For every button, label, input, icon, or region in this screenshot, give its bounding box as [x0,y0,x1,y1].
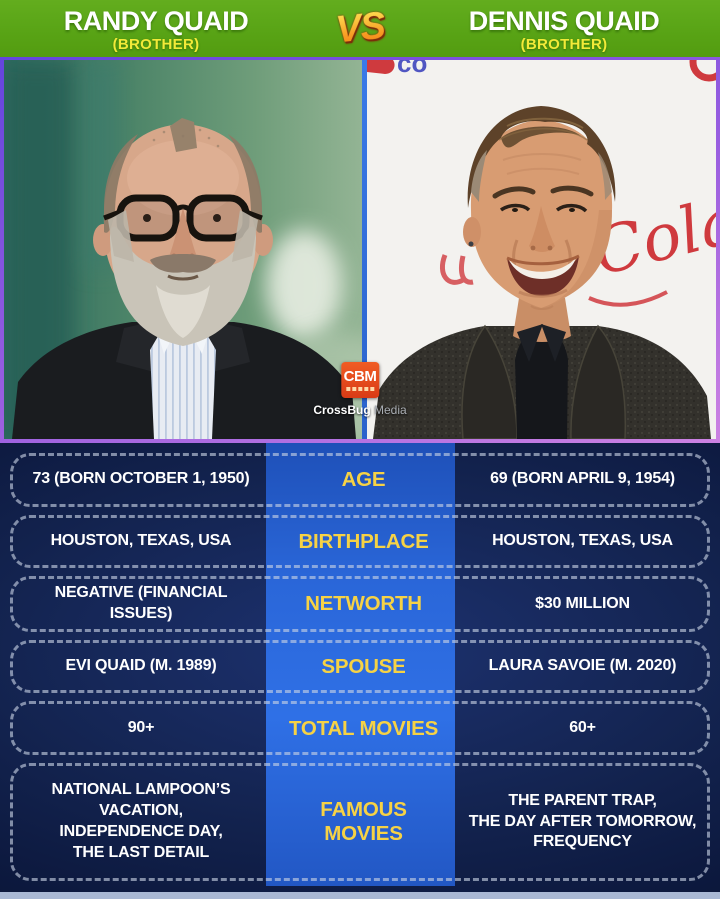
total-movies-label: TOTAL MOVIES [288,716,439,740]
right-movie-2: THE DAY AFTER TOMORROW, [468,812,697,830]
right-movie-3: FREQUENCY [533,833,632,851]
comparison-table: 73 (BORN OCTOBER 1, 1950) AGE 69 (BORN A… [0,443,720,899]
backdrop-red-mark [367,60,395,74]
table-row-age: 73 (BORN OCTOBER 1, 1950) AGE 69 (BORN A… [10,453,710,507]
birthplace-right-value: HOUSTON, TEXAS, USA [492,532,673,550]
age-label: AGE [341,468,386,492]
photo-divider [362,60,367,439]
cbm-logo-text: CBM [343,368,377,385]
dennis-quaid-photo: co Cola [367,60,716,439]
photo-section: co Cola [0,57,720,443]
age-right-value: 69 (BORN APRIL 9, 1954) [490,470,675,488]
age-left-value: 73 (BORN OCTOBER 1, 1950) [32,470,250,488]
birthplace-label: BIRTHPLACE [298,529,429,553]
bottom-edge-strip [0,892,720,899]
spouse-right-value: LAURA SAVOIE (M. 2020) [488,657,677,675]
table-row-famous-movies: NATIONAL LAMPOON’S VACATION, INDEPENDENC… [10,763,710,882]
left-movie-3: THE LAST DETAIL [72,843,210,861]
crossbug-media-watermark: CBM CrossBug Media [313,362,407,417]
left-movie-2: INDEPENDENCE DAY, [59,823,223,841]
famous-movies-left-value: NATIONAL LAMPOON’S VACATION, INDEPENDENC… [13,776,269,867]
table-row-spouse: EVI QUAID (M. 1989) SPOUSE LAURA SAVOIE … [10,639,710,694]
birthplace-left-value: HOUSTON, TEXAS, USA [50,532,232,550]
table-row-birthplace: HOUSTON, TEXAS, USA BIRTHPLACE HOUSTON, … [10,514,710,569]
networth-right-value: $30 MILLION [535,594,630,612]
spouse-label: SPOUSE [321,654,406,678]
total-movies-right-value: 60+ [569,718,596,736]
vs-wrap: VS [312,4,408,52]
dennis-quaid-portrait-illustration: co Cola [367,60,716,439]
crossbug-media-label: CrossBug Media [313,403,407,417]
cbm-logo-dots [346,387,374,391]
right-relation-label: (BROTHER) [520,36,608,53]
spouse-left-value: EVI QUAID (M. 1989) [65,657,217,675]
table-row-networth: NEGATIVE (FINANCIAL ISSUES) NETWORTH $30… [10,576,710,632]
left-celeb-name: RANDY QUAID [63,6,249,36]
backdrop-blue-text: co [397,60,427,78]
networth-left-value: NEGATIVE (FINANCIAL ISSUES) [54,584,228,623]
header-bar: RANDY QUAID (BROTHER) VS DENNIS QUAID (B… [0,0,720,57]
randy-quaid-photo [4,60,362,439]
cbm-logo: CBM [341,362,379,398]
randy-quaid-portrait-illustration [4,60,362,439]
famous-movies-label: FAMOUS MOVIES [320,798,407,846]
right-name-block: DENNIS QUAID (BROTHER) [408,5,720,53]
networth-label: NETWORTH [305,592,422,616]
famous-movies-right-value: THE PARENT TRAP, THE DAY AFTER TOMORROW,… [458,787,707,857]
left-name-block: RANDY QUAID (BROTHER) [0,5,312,53]
vs-badge: VS [333,4,387,52]
total-movies-left-value: 90+ [127,718,155,736]
left-relation-label: (BROTHER) [112,36,200,53]
left-movie-1: NATIONAL LAMPOON’S VACATION, [51,781,231,820]
table-row-total-movies: 90+ TOTAL MOVIES 60+ [10,701,710,756]
right-movie-1: THE PARENT TRAP, [508,791,657,809]
right-celeb-name: DENNIS QUAID [468,6,660,36]
